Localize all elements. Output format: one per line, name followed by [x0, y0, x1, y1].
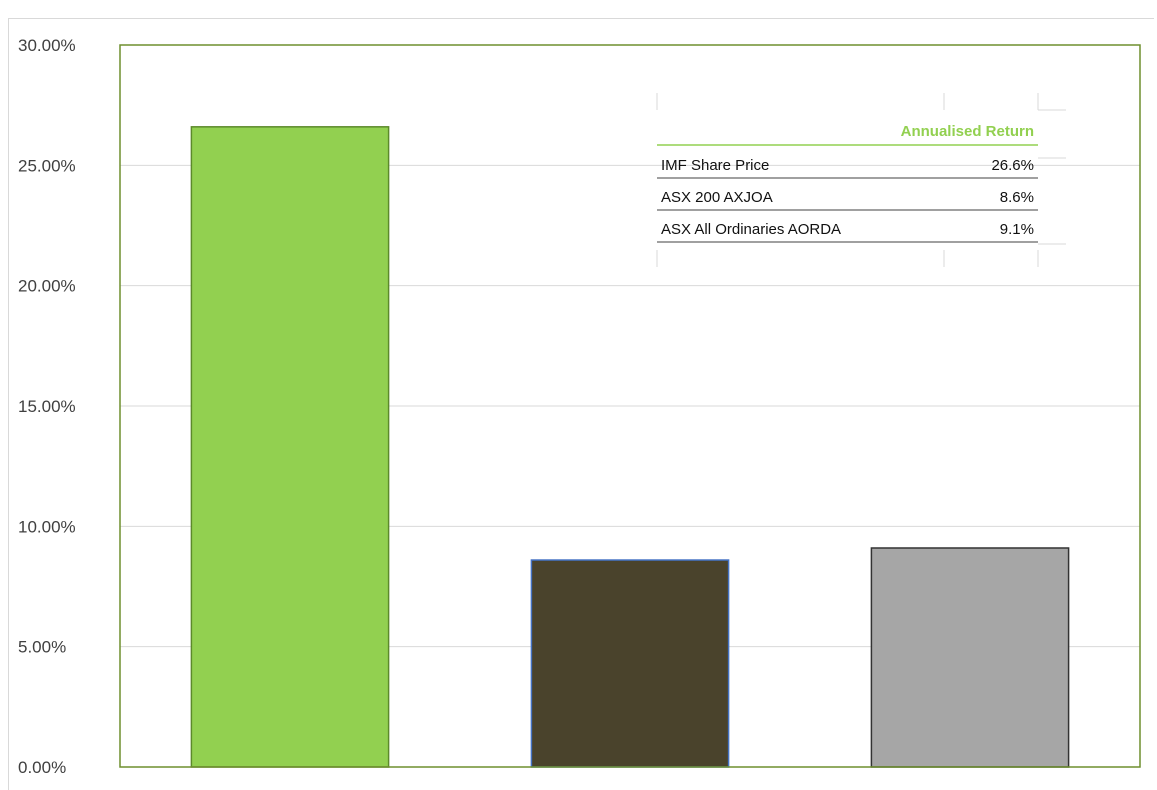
- plot-area-border: [119, 44, 1141, 768]
- chart-frame: [8, 18, 1154, 790]
- y-tick-label: 25.00%: [18, 156, 76, 175]
- y-tick-label: 0.00%: [18, 758, 66, 777]
- legend-frame-lines: [656, 93, 1066, 267]
- legend-row-value: 8.6%: [1000, 189, 1034, 206]
- y-axis-ticks: 0.00% 5.00% 10.00% 15.00% 20.00% 25.00% 30.00%: [18, 36, 76, 777]
- y-tick-label: 20.00%: [18, 277, 76, 296]
- y-tick-label: 5.00%: [18, 638, 66, 657]
- bar-3: [870, 547, 1070, 768]
- legend-header: Annualised Return: [901, 123, 1034, 140]
- legend-row-value: 9.1%: [1000, 221, 1034, 238]
- legend-rows: IMF Share Price 26.6% ASX 200 AXJOA 8.6% ASX…: [657, 157, 1038, 243]
- bar-1: [190, 126, 390, 768]
- legend-row-value: 26.6%: [991, 157, 1034, 174]
- y-tick-label: 15.00%: [18, 397, 76, 416]
- y-tick-label: 30.00%: [18, 36, 76, 55]
- y-tick-label: 10.00%: [18, 517, 76, 536]
- bars: [190, 126, 1070, 768]
- bar-2: [530, 559, 730, 768]
- legend-row-label: ASX 200 AXJOA: [661, 189, 773, 206]
- legend-table: Annualised Return IMF Share Price 26.6% AS…: [656, 93, 1066, 267]
- legend-row-label: ASX All Ordinaries AORDA: [661, 221, 841, 238]
- legend-row-label: IMF Share Price: [661, 157, 769, 174]
